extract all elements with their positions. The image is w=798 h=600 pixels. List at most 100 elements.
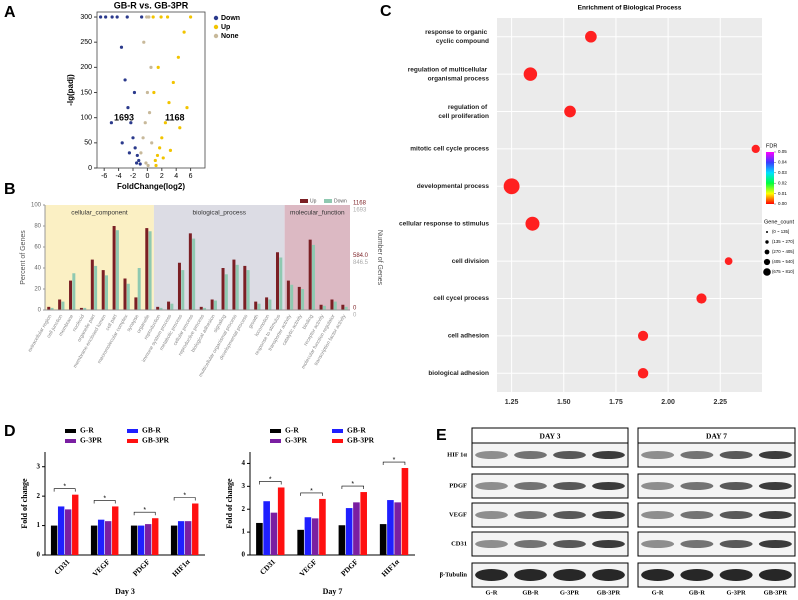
point (165, 15, 170, 19)
y-tick-label: 0 (38, 308, 42, 314)
point (168, 148, 173, 152)
day-label: DAY 3 (540, 432, 561, 441)
y-tick-label: 80 (34, 224, 41, 230)
legend-swatch (324, 199, 332, 203)
band (680, 451, 714, 459)
point (178, 126, 182, 130)
band (592, 511, 625, 519)
group-band (153, 205, 285, 310)
bar (279, 257, 283, 310)
category-label: cell cycel process (433, 295, 489, 302)
band (592, 569, 625, 581)
x-tick-label: VEGF (91, 557, 112, 578)
lane-label: G-R (486, 589, 498, 596)
y-tick-label: 100 (80, 115, 92, 122)
x-tick-label: HIF1α (380, 557, 402, 579)
significance-bracket (341, 485, 364, 490)
legend-swatch (270, 429, 281, 433)
bar (304, 517, 312, 555)
significance-marker: * (310, 488, 313, 495)
point (161, 156, 165, 160)
significance-bracket (382, 461, 406, 466)
lane-label: G-R (652, 589, 664, 596)
legend-swatch (65, 429, 76, 433)
band (758, 451, 792, 459)
bar (203, 307, 207, 310)
point (155, 153, 160, 158)
bar (115, 230, 119, 310)
dot (637, 368, 649, 379)
point (127, 151, 131, 155)
y-tick-label: 0 (242, 551, 246, 559)
protein-label: CD31 (451, 540, 467, 547)
bar (379, 524, 387, 555)
bar (181, 270, 185, 310)
point (144, 161, 148, 165)
panel-label: A (4, 4, 16, 21)
size-legend-marker (766, 231, 768, 233)
point (141, 136, 145, 140)
band (475, 511, 508, 519)
category-label: regulation of multicellular organismal p… (408, 66, 490, 82)
y-tick-label: 3 (37, 462, 41, 470)
y-tick-label: 4 (242, 459, 246, 467)
point (146, 163, 150, 168)
x-tick-label: PDGF (131, 557, 152, 578)
bar (97, 519, 105, 555)
band (553, 511, 586, 519)
point (109, 121, 113, 125)
point (163, 121, 167, 125)
panel-label: C (380, 3, 392, 20)
legend-label: None (221, 33, 239, 40)
band (475, 569, 508, 581)
band (680, 511, 714, 519)
y-axis-label: -lg(padj) (66, 74, 75, 106)
band (475, 540, 508, 548)
bar (105, 275, 109, 310)
significance-marker: * (393, 457, 396, 464)
legend-title: FDR (766, 143, 777, 149)
fdr-tick-label: 0.05 (778, 149, 787, 154)
size-legend-label: (270 ~ 405] (772, 249, 794, 254)
category-label: biological adhesion (428, 370, 489, 377)
dot (724, 257, 733, 265)
bar (311, 244, 315, 310)
band (719, 540, 753, 548)
panel-label: E (436, 427, 447, 444)
bar (210, 299, 214, 310)
legend-label: G-3PR (285, 436, 308, 445)
lane-label: G-3PR (560, 589, 579, 596)
y-tick-label: 1 (242, 528, 246, 536)
point (99, 15, 103, 19)
x-tick-label: 4 (174, 173, 178, 180)
x-tick-label: 6 (189, 173, 193, 180)
bar (65, 509, 72, 555)
band (758, 540, 792, 548)
y2-tick-label: 846.5 (353, 260, 369, 266)
y-tick-label: 2 (242, 505, 246, 513)
legend-label: G-R (285, 426, 299, 435)
bar (308, 239, 312, 310)
protein-label: HIF 1α (447, 451, 467, 458)
size-legend-label: (135 ~ 270] (772, 239, 794, 244)
protein-label: VEGF (449, 511, 467, 518)
point (137, 158, 141, 163)
bar (353, 502, 360, 555)
bar (177, 262, 181, 310)
y-tick-label: 60 (34, 245, 41, 251)
bar (185, 521, 192, 555)
y-tick-label: 250 (80, 39, 92, 46)
x-tick-label: HIF1α (170, 557, 192, 579)
bar (145, 228, 149, 310)
legend-title: Gene_count (764, 219, 794, 225)
band (719, 511, 753, 519)
bar (256, 522, 263, 555)
point (152, 90, 156, 95)
bar (286, 280, 290, 310)
point (119, 45, 124, 49)
point (171, 80, 175, 85)
chart-title: GB-R vs. GB-3PR (114, 0, 189, 10)
bar (69, 280, 73, 310)
bar (112, 506, 119, 555)
significance-marker: * (269, 476, 272, 483)
